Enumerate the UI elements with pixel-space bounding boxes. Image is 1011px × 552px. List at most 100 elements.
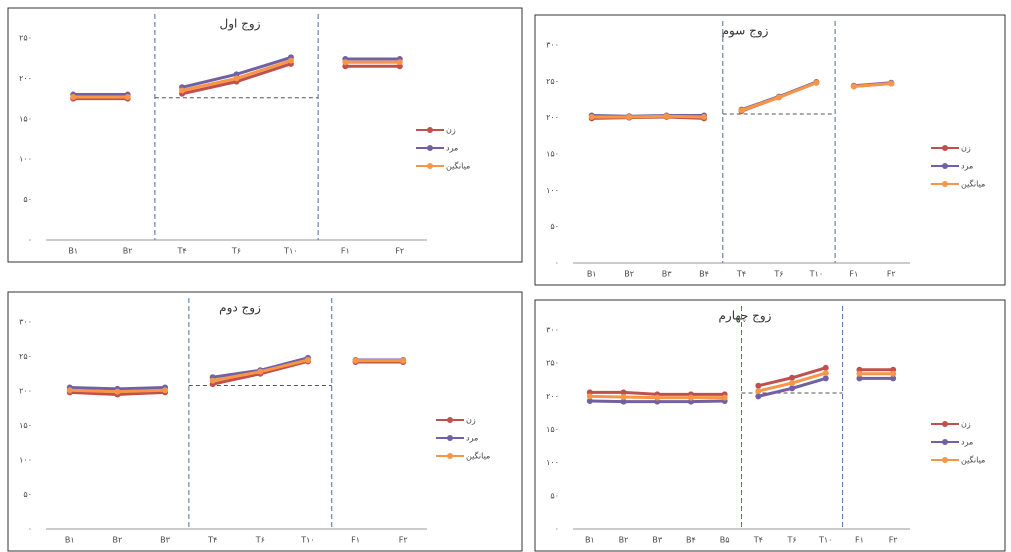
chart-title: زوج سوم [722,24,769,39]
point [114,388,121,395]
point [342,59,349,66]
y-tick-label: ۳۰۰ [546,41,559,50]
x-tick-label: F۱ [855,536,864,545]
y-tick-label: ۱۰۰ [19,456,32,465]
y-tick-label: ۲۵۰ [19,352,32,361]
legend-marker [942,421,948,427]
chart-frame [534,299,1006,552]
legend-marker [427,163,433,169]
point [856,370,863,377]
series-line [591,114,705,119]
y-tick-label: ۵۰ [23,195,32,204]
point [856,375,863,382]
point [890,370,897,377]
point [588,113,595,120]
y-tick-label: ۵۰ [23,490,32,499]
legend-label: مرد [446,144,458,153]
x-tick-label: B۲ [624,270,634,279]
y-tick-label: ۳۰۰ [19,318,32,327]
point [586,393,593,400]
x-tick-label: T۴ [753,536,763,545]
y-tick-label: ۵۰ [550,491,559,500]
x-tick-label: B۴ [699,270,709,279]
x-tick-label: F۲ [399,536,408,545]
point [66,387,73,394]
x-tick-label: B۲ [619,536,629,545]
point [304,356,311,363]
point [687,394,694,401]
point [822,370,829,377]
legend-marker [942,145,948,151]
legend-marker [427,145,433,151]
series-line [853,82,892,88]
y-tick-label: ۲۰۰ [546,113,559,122]
point [124,93,131,100]
y-tick-label: ۰ [555,525,559,534]
chart-frame [7,291,523,552]
x-tick-label: B۲ [113,536,123,545]
y-tick-label: ۱۰۰ [19,155,32,164]
legend-marker [942,457,948,463]
point [620,398,627,405]
point [789,374,796,381]
chart-title: زوج دوم [219,301,261,316]
legend-label: مرد [961,162,973,171]
x-tick-label: B۱ [587,270,597,279]
chart-frame [534,14,1006,286]
y-tick-label: ۱۰۰ [546,186,559,195]
point [663,113,670,120]
legend-label: میانگین [446,161,470,171]
legend-marker [942,439,948,445]
point [822,375,829,382]
point [822,364,829,371]
x-tick-label: T۱۰ [818,536,832,545]
point [888,80,895,87]
x-tick-label: T۶ [773,270,783,279]
point [813,79,820,86]
x-tick-label: B۳ [662,270,672,279]
point [890,375,897,382]
point [209,377,216,384]
y-tick-label: ۲۵۰ [19,34,32,43]
y-tick-label: ۱۵۰ [546,150,559,159]
x-tick-label: B۳ [160,536,170,545]
point [620,389,627,396]
point [701,113,708,120]
legend-label: مرد [961,438,973,447]
x-tick-label: B۱ [585,536,595,545]
x-tick-label: B۱ [68,247,78,256]
legend-marker [447,435,453,441]
point [721,394,728,401]
x-tick-label: B۲ [123,247,133,256]
legend-label: میانگین [961,179,985,189]
point [755,393,762,400]
y-tick-label: ۱۵۰ [546,425,559,434]
point [775,94,782,101]
x-tick-label: F۱ [341,247,350,256]
point [586,397,593,404]
legend-label: زن [466,416,476,425]
x-tick-label: T۶ [786,536,796,545]
x-tick-label: B۱ [65,536,75,545]
chart-title: زوج اول [220,17,261,32]
legend-label: زن [961,420,971,429]
y-tick-label: ۱۰۰ [546,458,559,467]
x-tick-label: F۲ [887,270,896,279]
point [396,59,403,66]
y-tick-label: ۲۵۰ [546,77,559,86]
point [233,75,240,82]
y-tick-label: ۵۰ [550,222,559,231]
point [162,387,169,394]
legend-label: مرد [466,434,478,443]
x-tick-label: F۲ [889,536,898,545]
point [257,368,264,375]
y-tick-label: ۲۰۰ [19,387,32,396]
x-tick-label: B۵ [720,536,730,545]
x-tick-label: T۶ [231,247,241,256]
legend-label: زن [961,144,971,153]
x-tick-label: T۴ [176,247,186,256]
y-tick-label: ۰ [555,259,559,268]
y-tick-label: ۰ [28,525,32,534]
